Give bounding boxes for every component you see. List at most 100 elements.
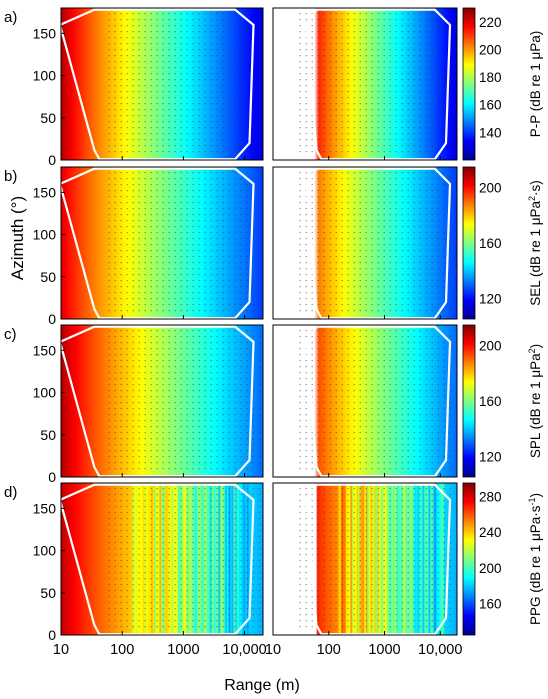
sample-point xyxy=(192,444,194,446)
sample-point xyxy=(323,151,325,153)
sample-point xyxy=(138,238,140,240)
sample-point xyxy=(299,488,301,490)
sample-point xyxy=(317,127,319,129)
sample-point xyxy=(425,330,427,332)
sample-point xyxy=(144,566,146,568)
sample-point xyxy=(311,298,313,300)
sample-point xyxy=(150,151,152,153)
sample-point xyxy=(150,172,152,174)
sample-point xyxy=(144,512,146,514)
sample-point xyxy=(329,127,331,129)
sample-point xyxy=(138,304,140,306)
sample-point xyxy=(246,596,248,598)
sample-point xyxy=(377,109,379,111)
sample-point xyxy=(252,596,254,598)
sample-point xyxy=(431,390,433,392)
sample-point xyxy=(192,133,194,135)
sample-point xyxy=(144,304,146,306)
sample-point xyxy=(329,286,331,288)
sample-point xyxy=(407,178,409,180)
sample-point xyxy=(311,330,313,332)
panel-letter: a) xyxy=(4,9,17,26)
sample-point xyxy=(120,13,122,15)
sample-point xyxy=(192,506,194,508)
sample-point xyxy=(228,372,230,374)
sample-point xyxy=(132,378,134,380)
sample-point xyxy=(419,596,421,598)
sample-point xyxy=(204,566,206,568)
sample-point xyxy=(156,79,158,81)
sample-point xyxy=(150,238,152,240)
sample-point xyxy=(258,262,260,264)
sample-point xyxy=(353,590,355,592)
sample-point xyxy=(234,55,236,57)
sample-point xyxy=(234,494,236,496)
sample-point xyxy=(389,286,391,288)
sample-point xyxy=(371,330,373,332)
sample-point xyxy=(383,620,385,622)
sample-point xyxy=(365,310,367,312)
sample-point xyxy=(150,190,152,192)
sample-point xyxy=(383,432,385,434)
sample-point xyxy=(323,139,325,141)
sample-point xyxy=(228,208,230,210)
sample-point xyxy=(108,518,110,520)
sample-point xyxy=(401,330,403,332)
sample-point xyxy=(240,354,242,356)
sample-point xyxy=(216,494,218,496)
sample-point xyxy=(204,536,206,538)
sample-point xyxy=(431,61,433,63)
sample-point xyxy=(347,620,349,622)
sample-point xyxy=(347,103,349,105)
sample-point xyxy=(186,402,188,404)
sample-point xyxy=(311,548,313,550)
heatmap-field-right xyxy=(273,325,457,477)
sample-point xyxy=(329,67,331,69)
sample-point xyxy=(108,103,110,105)
sample-point xyxy=(371,542,373,544)
sample-point xyxy=(419,115,421,117)
sample-point xyxy=(353,518,355,520)
sample-point xyxy=(258,500,260,502)
sample-point xyxy=(204,572,206,574)
sample-point xyxy=(401,506,403,508)
sample-point xyxy=(198,372,200,374)
sample-point xyxy=(216,408,218,410)
sample-point xyxy=(359,456,361,458)
sample-point xyxy=(323,500,325,502)
sample-point xyxy=(413,280,415,282)
sample-point xyxy=(365,79,367,81)
sample-point xyxy=(168,548,170,550)
sample-point xyxy=(413,518,415,520)
sample-point xyxy=(126,542,128,544)
sample-point xyxy=(192,61,194,63)
sample-point xyxy=(311,390,313,392)
sample-point xyxy=(311,145,313,147)
sample-point xyxy=(246,444,248,446)
sample-point xyxy=(198,360,200,362)
sample-point xyxy=(425,348,427,350)
sample-point xyxy=(168,390,170,392)
sample-point xyxy=(401,298,403,300)
sample-point xyxy=(365,280,367,282)
sample-point xyxy=(210,250,212,252)
sample-point xyxy=(335,19,337,21)
sample-point xyxy=(419,220,421,222)
sample-point xyxy=(156,620,158,622)
sample-point xyxy=(377,226,379,228)
sample-point xyxy=(234,384,236,386)
sample-point xyxy=(150,488,152,490)
sample-point xyxy=(377,310,379,312)
sample-point xyxy=(120,414,122,416)
sample-point xyxy=(126,518,128,520)
sample-point xyxy=(210,184,212,186)
sample-point xyxy=(389,450,391,452)
sample-point xyxy=(317,554,319,556)
sample-point xyxy=(317,172,319,174)
sample-point xyxy=(168,626,170,628)
sample-point xyxy=(413,626,415,628)
sample-point xyxy=(210,542,212,544)
sample-point xyxy=(299,348,301,350)
sample-point xyxy=(156,238,158,240)
sample-point xyxy=(317,280,319,282)
